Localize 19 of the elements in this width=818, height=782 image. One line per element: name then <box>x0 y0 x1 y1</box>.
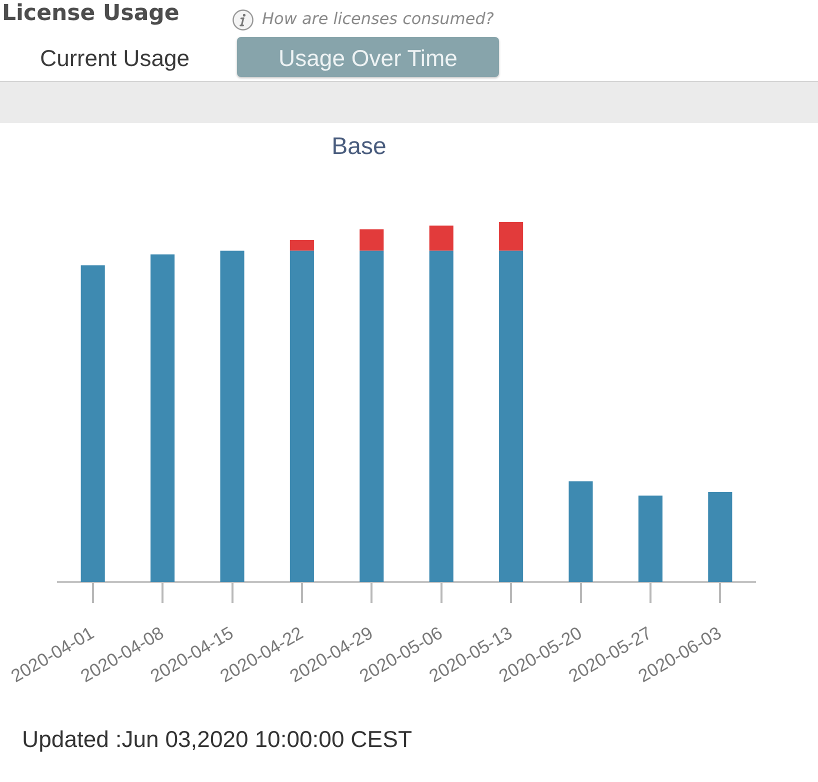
text: Updated :Jun 03,2020 10:00:00 CEST <box>22 726 412 753</box>
bar <box>429 250 454 582</box>
bar <box>150 254 175 582</box>
bar <box>429 226 454 251</box>
bar <box>499 222 524 251</box>
text: How are licenses consumed? <box>262 9 494 28</box>
bar <box>80 265 105 582</box>
bar <box>568 481 593 582</box>
bar <box>499 250 524 582</box>
bar <box>708 492 732 582</box>
bar <box>220 250 244 582</box>
chart-title: Base <box>330 133 388 161</box>
bar <box>360 229 384 251</box>
text: License Usage <box>2 1 180 26</box>
bar <box>360 250 384 582</box>
text: Current Usage <box>40 45 190 72</box>
bar <box>290 250 314 582</box>
bar <box>290 240 314 251</box>
bar <box>638 496 662 582</box>
